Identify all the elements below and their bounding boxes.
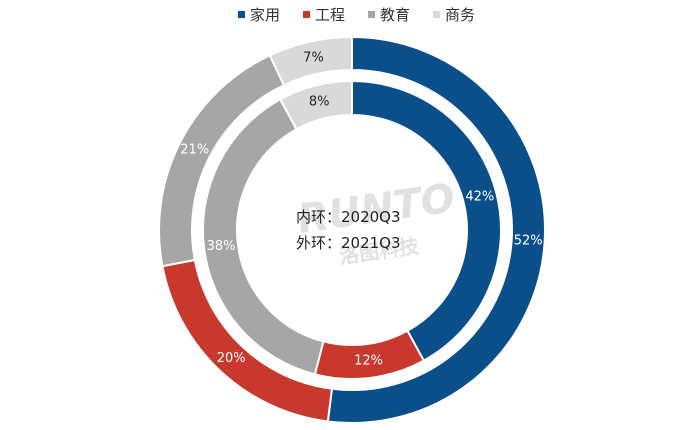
inner-slice-label-2: 38%: [207, 239, 236, 254]
inner-slice-label-3: 8%: [309, 95, 330, 110]
legend-label-3: 商务: [445, 6, 475, 24]
outer-slice-label-0: 52%: [514, 234, 543, 249]
legend-swatch-2: [368, 11, 375, 18]
inner-ring: 42% 12% 38% 8%: [202, 79, 502, 380]
legend: 家用 工程 教育 商务: [238, 6, 475, 24]
legend-swatch-3: [433, 11, 440, 18]
outer-slice-3: [268, 35, 353, 87]
center-labels: 内环：2020Q3 外环：2021Q3: [296, 208, 401, 252]
outer-slice-label-3: 7%: [303, 50, 324, 65]
outer-slice-0: [326, 35, 546, 424]
inner-slice-3: [278, 79, 353, 131]
inner-slice-label-0: 42%: [465, 190, 494, 205]
legend-label-2: 教育: [380, 6, 410, 24]
outer-slice-label-1: 20%: [217, 351, 246, 366]
center-label-inner: 内环：2020Q3: [296, 208, 401, 226]
legend-swatch-1: [303, 11, 310, 18]
legend-label-1: 工程: [315, 6, 345, 24]
legend-swatch-0: [238, 11, 245, 18]
legend-label-0: 家用: [250, 6, 280, 24]
outer-slice-label-2: 21%: [180, 142, 209, 157]
center-label-outer: 外环：2021Q3: [296, 234, 401, 252]
inner-slice-label-1: 12%: [354, 353, 383, 368]
outer-ring: 52% 20% 21% 7%: [158, 35, 546, 424]
inner-slice-0: [351, 79, 502, 362]
